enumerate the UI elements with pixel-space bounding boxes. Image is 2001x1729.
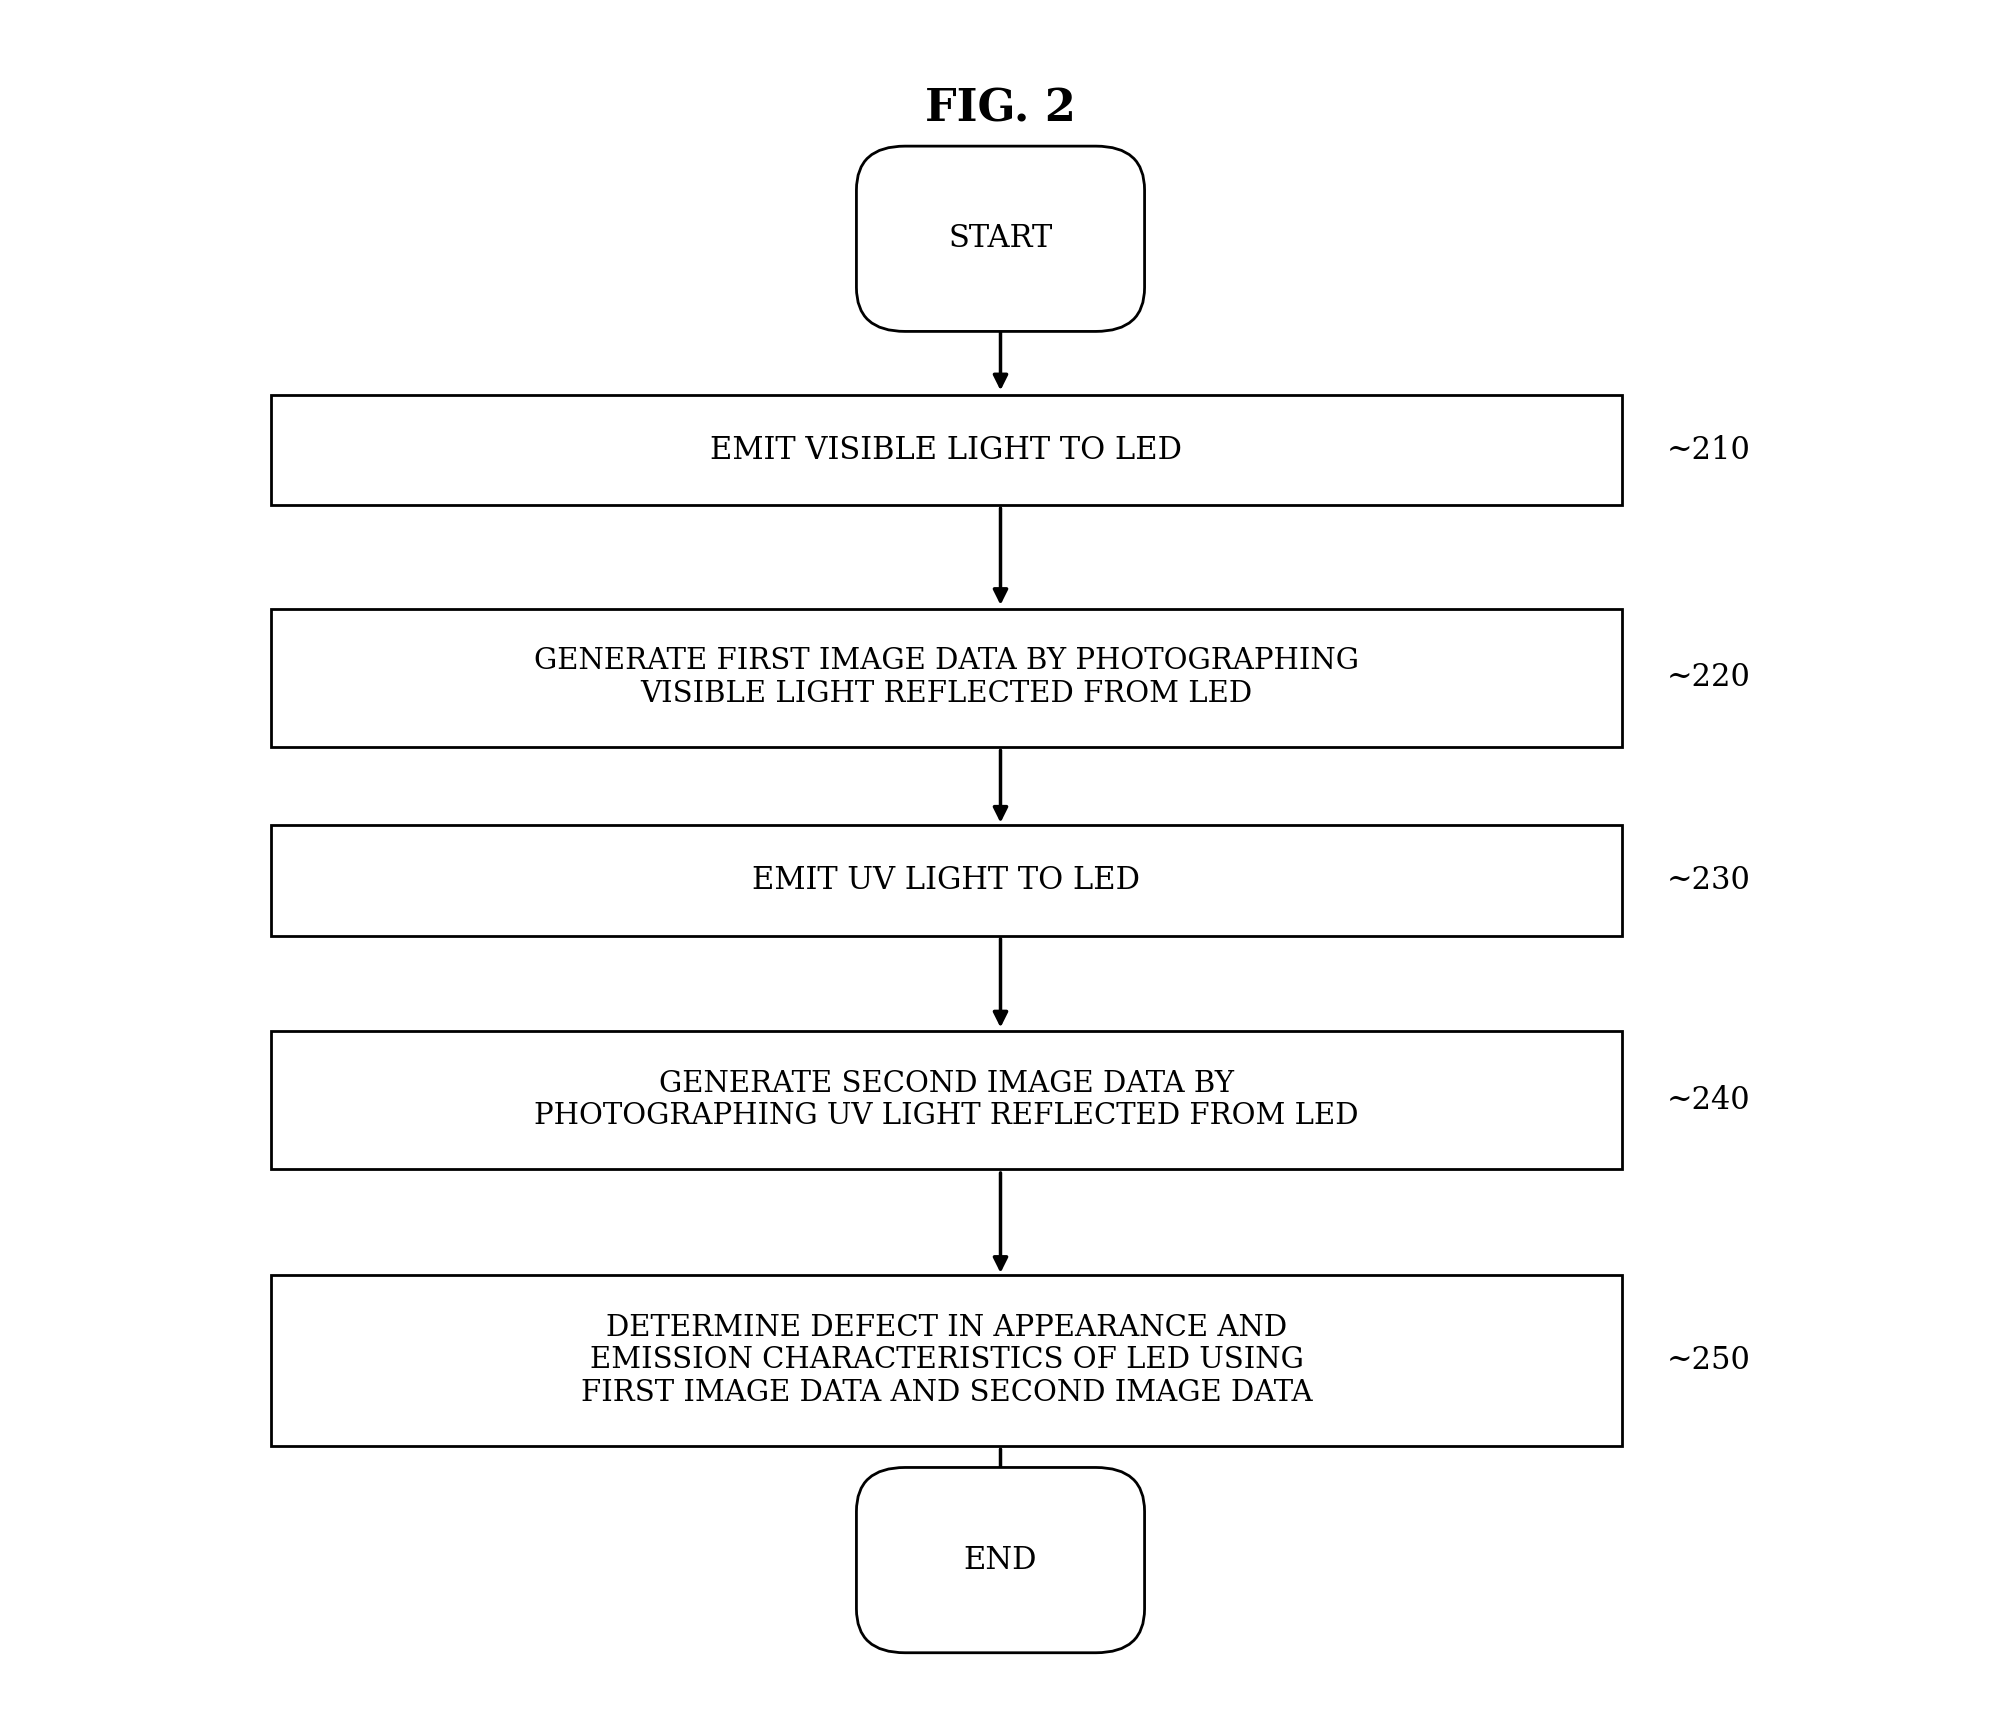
Bar xyxy=(270,609,1621,747)
Text: GENERATE FIRST IMAGE DATA BY PHOTOGRAPHING
VISIBLE LIGHT REFLECTED FROM LED: GENERATE FIRST IMAGE DATA BY PHOTOGRAPHI… xyxy=(534,647,1359,707)
Text: END: END xyxy=(964,1544,1037,1575)
Bar xyxy=(270,1030,1621,1169)
Text: EMIT VISIBLE LIGHT TO LED: EMIT VISIBLE LIGHT TO LED xyxy=(710,434,1183,465)
Text: ~220: ~220 xyxy=(1667,662,1751,693)
Text: DETERMINE DEFECT IN APPEARANCE AND
EMISSION CHARACTERISTICS OF LED USING
FIRST I: DETERMINE DEFECT IN APPEARANCE AND EMISS… xyxy=(580,1314,1313,1407)
Text: FIG. 2: FIG. 2 xyxy=(924,86,1077,130)
Text: ~230: ~230 xyxy=(1667,864,1751,896)
Bar xyxy=(270,394,1621,505)
Bar xyxy=(270,825,1621,935)
Text: ~240: ~240 xyxy=(1667,1084,1751,1115)
Text: EMIT UV LIGHT TO LED: EMIT UV LIGHT TO LED xyxy=(752,864,1141,896)
FancyBboxPatch shape xyxy=(856,1468,1145,1653)
FancyBboxPatch shape xyxy=(856,147,1145,332)
Text: START: START xyxy=(948,223,1053,254)
Text: ~210: ~210 xyxy=(1667,434,1751,465)
Bar xyxy=(270,1274,1621,1445)
Text: GENERATE SECOND IMAGE DATA BY
PHOTOGRAPHING UV LIGHT REFLECTED FROM LED: GENERATE SECOND IMAGE DATA BY PHOTOGRAPH… xyxy=(534,1070,1359,1131)
Text: ~250: ~250 xyxy=(1667,1345,1751,1376)
